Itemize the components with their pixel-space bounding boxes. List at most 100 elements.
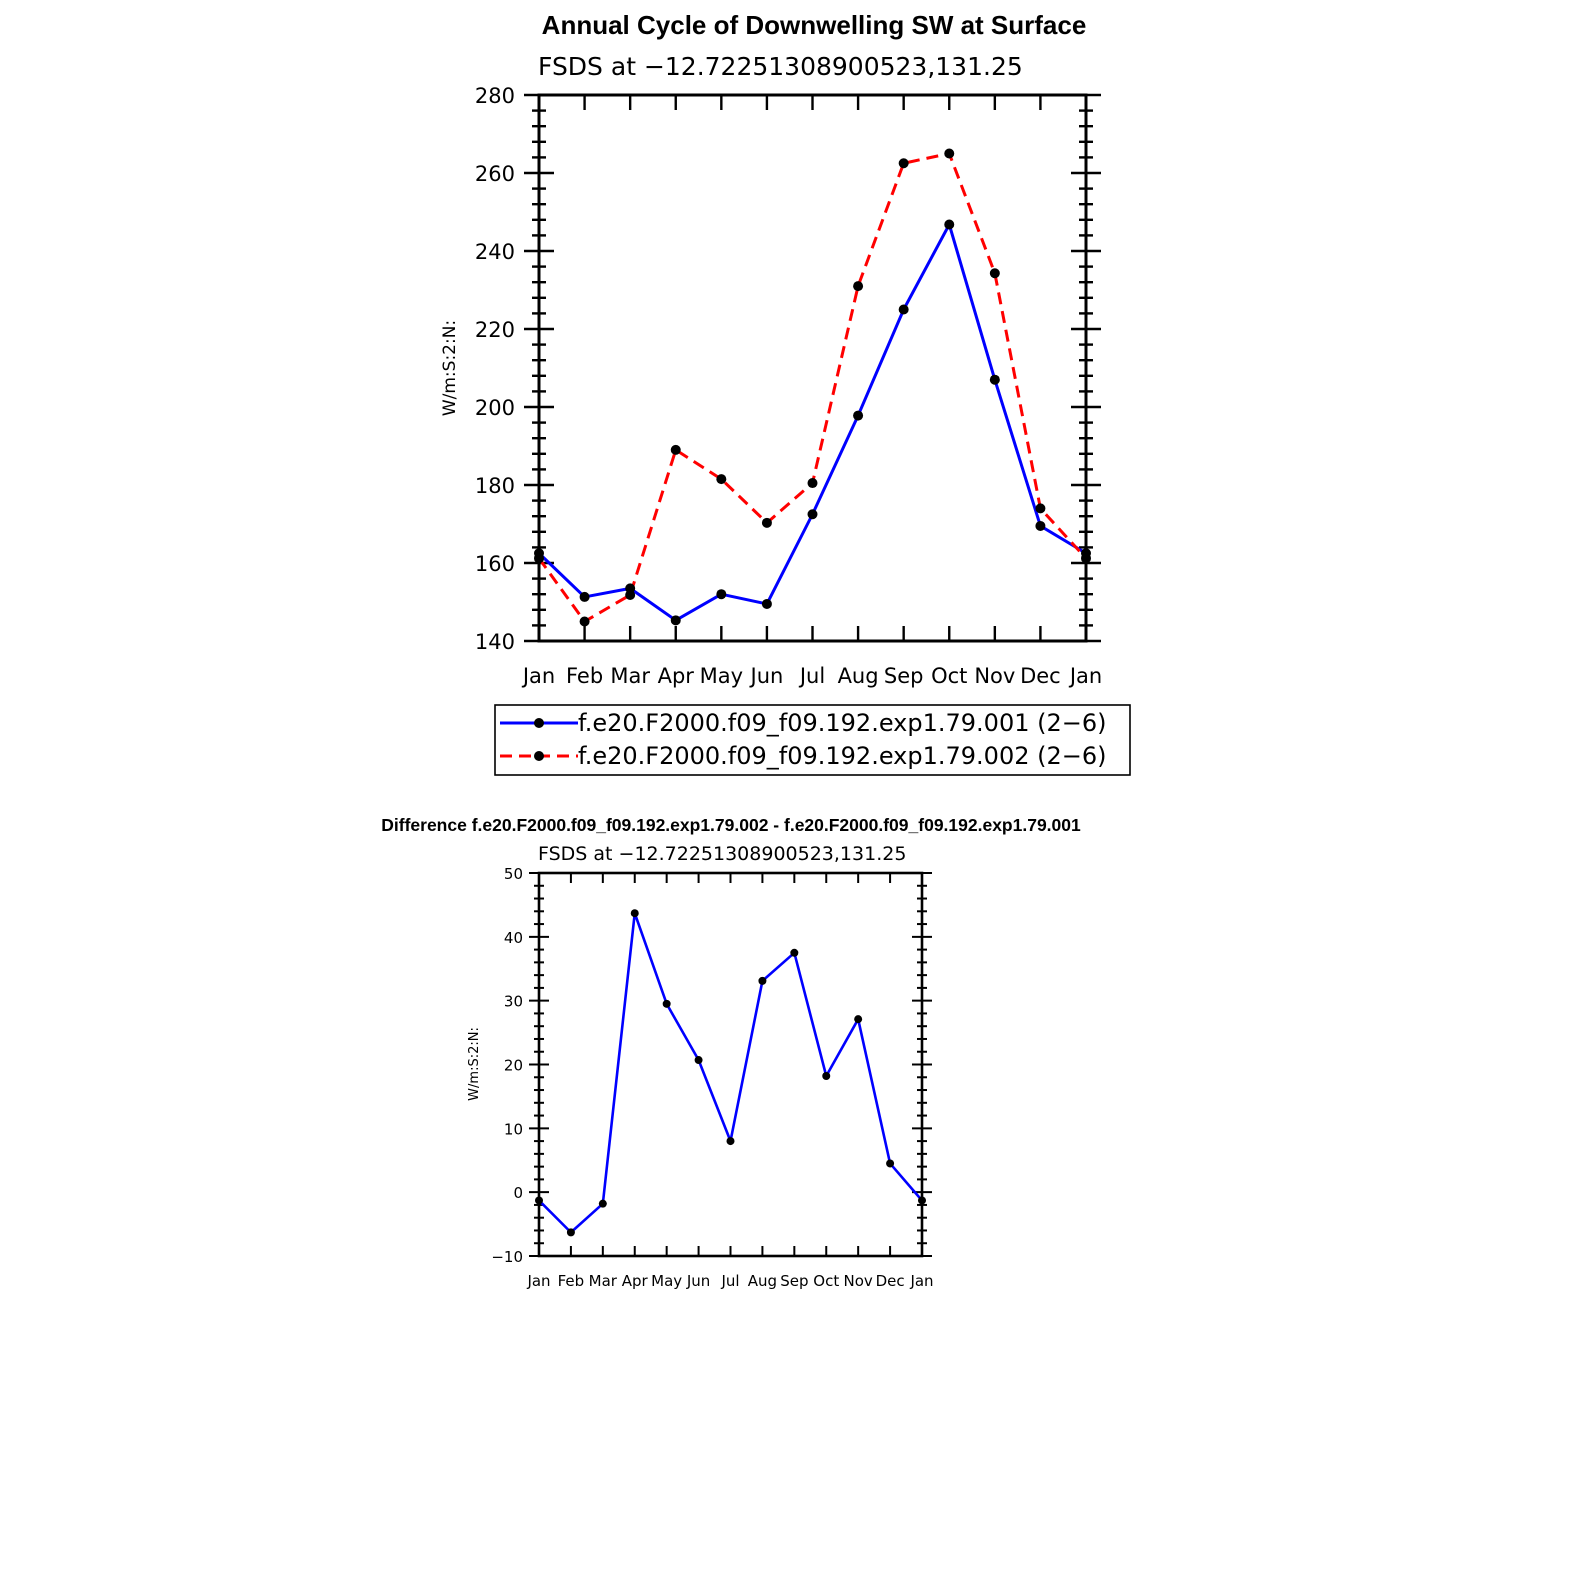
y-tick-label: 20 [504,1057,523,1075]
legend-box [494,704,1131,776]
data-point [807,509,818,520]
data-point [579,591,590,602]
x-tick-label: Feb [566,664,603,688]
y-tick-label: 160 [475,552,515,576]
data-point [898,304,909,315]
data-point [807,478,818,489]
plot-frame [537,93,1088,643]
x-tick-label: Mar [610,664,650,688]
x-tick-label: Jan [521,664,555,688]
difference-tick-labels: Jan Feb Mar Apr May Jun Jul Aug Sep Oct Nov Dec Jan−… [491,865,933,1290]
data-point [1035,520,1046,531]
data-point [898,158,909,169]
difference-y-axis-label: W/m:S:2:N: [467,1027,482,1101]
y-tick-label: 10 [504,1120,523,1138]
data-point [758,976,767,985]
data-point [989,374,1000,385]
data-point [989,268,1000,279]
legend-item-001: f.e20.F2000.f09_f09.192.exp1.79.001 (2−6… [500,709,1106,737]
legend: f.e20.F2000.f09_f09.192.exp1.79.001 (2−6… [494,704,1131,776]
y-tick-label: 0 [513,1184,523,1202]
data-point [566,1228,575,1237]
data-point [944,219,955,230]
series-line-2 [537,152,1088,623]
data-point [670,444,681,455]
data-point [694,1056,703,1065]
data-point [886,1159,895,1168]
y-tick-label: 260 [475,162,515,186]
difference-series-layer [535,909,926,1237]
series-layer [534,148,1091,627]
data-point [853,281,864,292]
x-tick-label: Nov [974,664,1015,688]
y-tick-label: 40 [504,929,523,947]
difference-axis-ticks [529,872,932,1257]
data-point [1035,503,1046,514]
x-tick-label: Apr [658,664,695,688]
legend-label-002: f.e20.F2000.f09_f09.192.exp1.79.002 (2−6… [578,742,1106,770]
data-point [670,615,681,626]
y-tick-label: 240 [475,240,515,264]
data-point [630,909,639,918]
difference-title: Difference f.e20.F2000.f09_f09.192.exp1.… [381,815,1081,835]
data-point [579,616,590,627]
x-tick-label: Aug [748,1272,777,1290]
x-tick-label: Jun [749,664,784,688]
data-point [761,598,772,609]
legend-label-001: f.e20.F2000.f09_f09.192.exp1.79.001 (2−6… [578,709,1106,737]
data-point [853,410,864,421]
data-point [726,1137,735,1146]
x-tick-label: Jan [1068,664,1102,688]
difference-chart: Difference f.e20.F2000.f09_f09.192.exp1.… [381,815,1081,1290]
x-tick-label: May [700,664,743,688]
data-point [662,999,671,1008]
x-tick-label: Oct [931,664,967,688]
series-line-1 [537,222,1087,622]
x-tick-label: Oct [813,1272,839,1290]
data-point [598,1199,607,1208]
data-point [822,1071,831,1080]
x-tick-label: Mar [589,1272,618,1290]
chart-subtitle: FSDS at −12.72251308900523,131.25 [538,52,1023,81]
data-point [854,1015,863,1024]
y-tick-label: 50 [504,865,523,883]
x-tick-label: Feb [558,1272,585,1290]
x-tick-label: Sep [884,664,924,688]
data-point [761,517,772,528]
tick-labels: Jan Feb Mar Apr May Jun Jul Aug Sep Oct Nov Dec Jan1… [475,84,1102,688]
chart-title: Annual Cycle of Downwelling SW at Surfac… [542,10,1087,40]
y-tick-label: −10 [491,1248,523,1266]
x-tick-label: Jan [909,1272,933,1290]
legend-marker-002 [534,751,544,761]
data-point [716,589,727,600]
x-tick-label: Jan [526,1272,550,1290]
x-tick-label: Sep [780,1272,808,1290]
y-tick-label: 140 [475,630,515,654]
x-tick-label: Jul [720,1272,739,1290]
y-tick-label: 200 [475,396,515,420]
x-tick-label: Dec [876,1272,905,1290]
data-point [944,148,955,159]
y-tick-label: 280 [475,84,515,108]
difference-plot-frame [537,871,924,1258]
y-tick-label: 180 [475,474,515,498]
legend-item-002: f.e20.F2000.f09_f09.192.exp1.79.002 (2−6… [500,742,1106,770]
data-point [625,589,636,600]
y-tick-label: 30 [504,993,523,1011]
y-tick-label: 220 [475,318,515,342]
legend-marker-001 [534,718,544,728]
series-line-1 [538,911,923,1234]
data-point [716,474,727,485]
x-tick-label: Dec [1020,664,1061,688]
annual-cycle-chart: Annual Cycle of Downwelling SW at Surfac… [440,10,1131,776]
x-tick-label: May [651,1272,682,1290]
x-tick-label: Apr [622,1272,649,1290]
data-point [790,948,799,957]
y-axis-label: W/m:S:2:N: [440,320,460,416]
difference-subtitle: FSDS at −12.72251308900523,131.25 [538,843,906,865]
x-tick-label: Aug [838,664,879,688]
x-tick-label: Jun [686,1272,710,1290]
x-tick-label: Nov [844,1272,873,1290]
x-tick-label: Jul [798,664,825,688]
